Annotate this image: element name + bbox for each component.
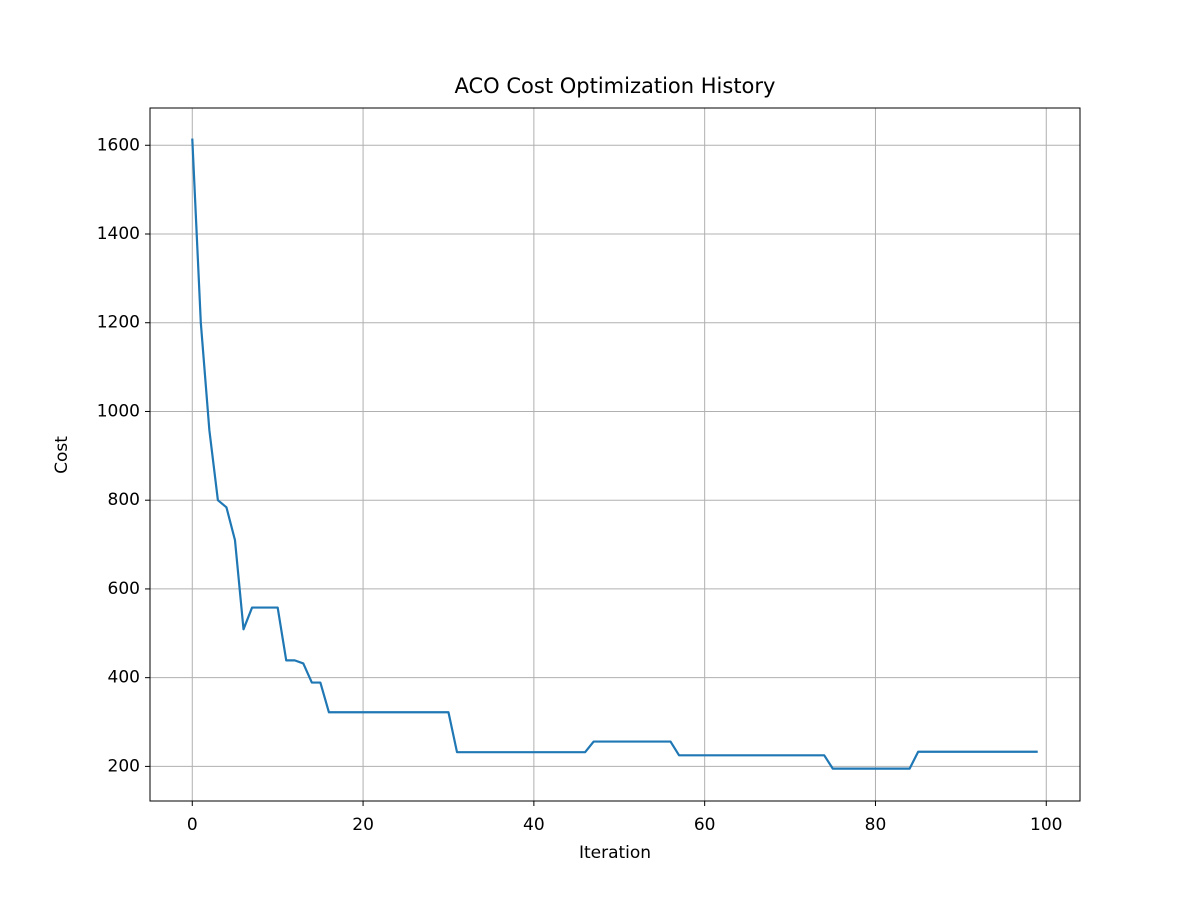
x-tick-label: 0 (187, 815, 198, 835)
y-tick-label: 800 (108, 490, 140, 510)
x-tick-label: 100 (1030, 815, 1062, 835)
x-tick-label: 80 (865, 815, 887, 835)
y-tick-label: 1400 (97, 224, 140, 244)
x-axis-label: Iteration (579, 843, 651, 863)
y-tick-label: 1600 (97, 135, 140, 155)
x-tick-label: 60 (694, 815, 716, 835)
x-tick-label: 20 (352, 815, 374, 835)
y-tick-label: 200 (108, 756, 140, 776)
y-tick-label: 600 (108, 579, 140, 599)
y-axis-label: Cost (52, 436, 72, 474)
x-tick-label: 40 (523, 815, 545, 835)
data-line (191, 138, 1038, 770)
y-tick-label: 400 (108, 668, 140, 688)
y-tick-label: 1000 (97, 401, 140, 421)
y-tick-label: 1200 (97, 313, 140, 333)
plot-frame (149, 107, 1081, 802)
chart-title: ACO Cost Optimization History (455, 74, 776, 98)
